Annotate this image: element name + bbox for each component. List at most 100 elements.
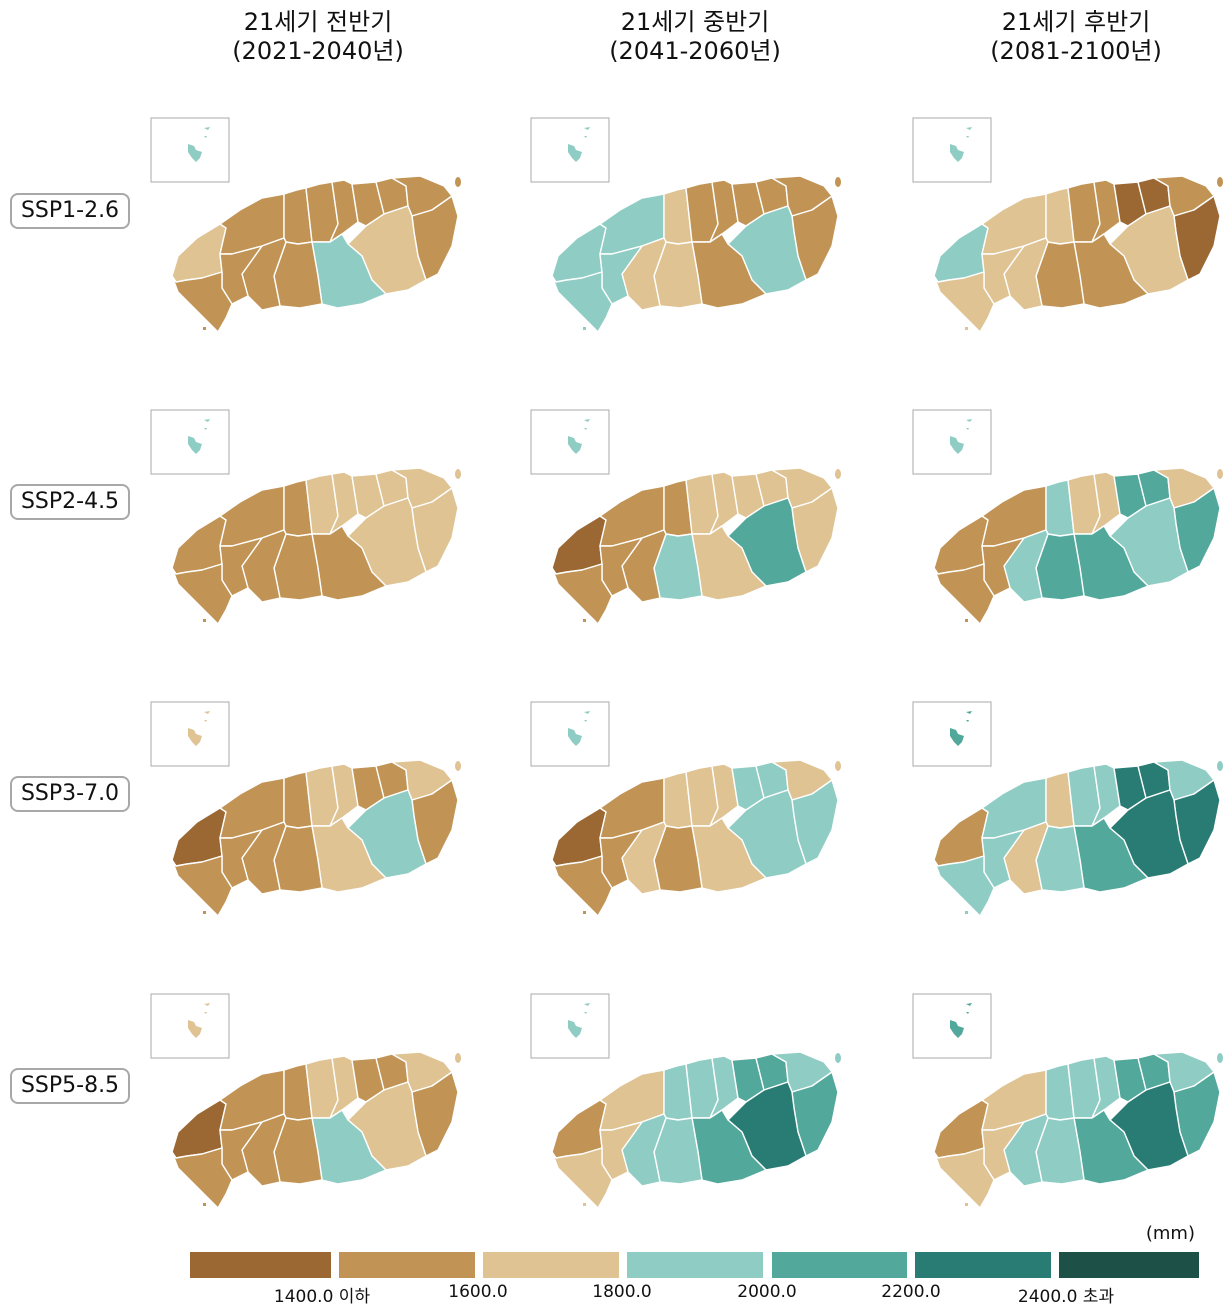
column-title-2: 21세기 중반기 [620, 8, 770, 36]
region-n2 [709, 179, 739, 243]
column-title-3: 21세기 후반기 [1001, 8, 1151, 36]
precipitation-map-ssp245-period3 [912, 409, 1223, 625]
island-map [933, 1051, 1223, 1209]
islet-south [583, 327, 586, 330]
legend-tick-2400: 2400.0 초과 [1017, 1287, 1115, 1307]
islet-east [455, 1053, 461, 1063]
island-map [933, 175, 1223, 333]
legend-swatch-2 [339, 1252, 475, 1278]
region-n2 [1091, 1055, 1121, 1119]
legend-tick-2000: 2000.0 [737, 1282, 797, 1302]
islet-east [835, 177, 841, 187]
region-sws [171, 563, 233, 625]
region-s [311, 1109, 387, 1185]
islet-south [965, 1203, 968, 1206]
legend-tick-1800: 1800.0 [592, 1282, 652, 1302]
region-s [311, 817, 387, 893]
islet-east [1217, 469, 1223, 479]
inset-island [568, 1003, 590, 1038]
inset-island [568, 419, 590, 454]
region-s [311, 233, 387, 309]
islet-south [583, 911, 586, 914]
precipitation-map-ssp585-period1 [150, 993, 461, 1209]
legend-swatch-6 [915, 1252, 1051, 1278]
region-s [691, 233, 767, 309]
inset-island [188, 127, 210, 162]
column-period-3: (2081-2100년) [990, 37, 1162, 65]
precipitation-map-ssp126-period3 [912, 117, 1223, 333]
region-s [1073, 1109, 1149, 1185]
region-sws [171, 855, 233, 917]
island-map [933, 467, 1223, 625]
region-sws [551, 855, 613, 917]
region-n2 [329, 471, 359, 535]
inset-island [188, 419, 210, 454]
column-period-1: (2021-2040년) [232, 37, 404, 65]
inset-island [568, 711, 590, 746]
region-sws [933, 855, 995, 917]
scenario-label-ssp126: SSP1-2.6 [10, 193, 130, 229]
region-n2 [1091, 179, 1121, 243]
precipitation-map-ssp126-period1 [150, 117, 461, 333]
island-map [551, 1051, 841, 1209]
region-sws [171, 1147, 233, 1209]
inset-island [950, 419, 972, 454]
precipitation-map-ssp245-period2 [530, 409, 841, 625]
legend-tick-2200: 2200.0 [881, 1282, 941, 1302]
region-sws [171, 271, 233, 333]
region-sws [551, 563, 613, 625]
inset-island [950, 1003, 972, 1038]
islet-east [1217, 1053, 1223, 1063]
region-n2 [709, 471, 739, 535]
islet-south [583, 1203, 586, 1206]
island-map [933, 759, 1223, 917]
inset-map-box [912, 701, 992, 767]
legend-swatch-3 [483, 1252, 619, 1278]
inset-island [950, 711, 972, 746]
precipitation-map-ssp126-period2 [530, 117, 841, 333]
region-s [691, 1109, 767, 1185]
region-n2 [329, 179, 359, 243]
region-sws [933, 1147, 995, 1209]
islet-south [583, 619, 586, 622]
precipitation-map-ssp585-period3 [912, 993, 1223, 1209]
region-n2 [1091, 471, 1121, 535]
region-n2 [1091, 763, 1121, 827]
region-n2 [709, 1055, 739, 1119]
region-sws [933, 271, 995, 333]
region-n2 [329, 1055, 359, 1119]
region-sws [551, 271, 613, 333]
islet-east [455, 177, 461, 187]
precipitation-map-ssp370-period1 [150, 701, 461, 917]
island-map [551, 759, 841, 917]
islet-south [965, 911, 968, 914]
legend-swatch-1 [190, 1252, 331, 1278]
region-s [1073, 233, 1149, 309]
island-map [171, 467, 461, 625]
region-s [691, 817, 767, 893]
region-s [311, 525, 387, 601]
islet-east [835, 761, 841, 771]
precipitation-map-ssp370-period3 [912, 701, 1223, 917]
legend-tick-1600: 1600.0 [448, 1282, 508, 1302]
column-header-1: 21세기 전반기 (2021-2040년) [168, 8, 468, 66]
islet-east [1217, 761, 1223, 771]
column-title-1: 21세기 전반기 [243, 8, 393, 36]
legend-tick-1400: 1400.0 이하 [273, 1287, 371, 1307]
column-header-3: 21세기 후반기 (2081-2100년) [926, 8, 1223, 66]
islet-south [203, 911, 206, 914]
legend-swatch-4 [627, 1252, 763, 1278]
region-sws [551, 1147, 613, 1209]
region-sws [933, 563, 995, 625]
inset-island [568, 127, 590, 162]
legend-swatch-7 [1059, 1252, 1199, 1278]
precipitation-map-ssp245-period1 [150, 409, 461, 625]
islet-south [203, 619, 206, 622]
column-period-2: (2041-2060년) [609, 37, 781, 65]
inset-island [950, 127, 972, 162]
region-s [1073, 817, 1149, 893]
region-n2 [329, 763, 359, 827]
legend-swatch-5 [772, 1252, 907, 1278]
scenario-label-ssp585: SSP5-8.5 [10, 1068, 130, 1104]
legend-unit: (mm) [1145, 1223, 1195, 1244]
